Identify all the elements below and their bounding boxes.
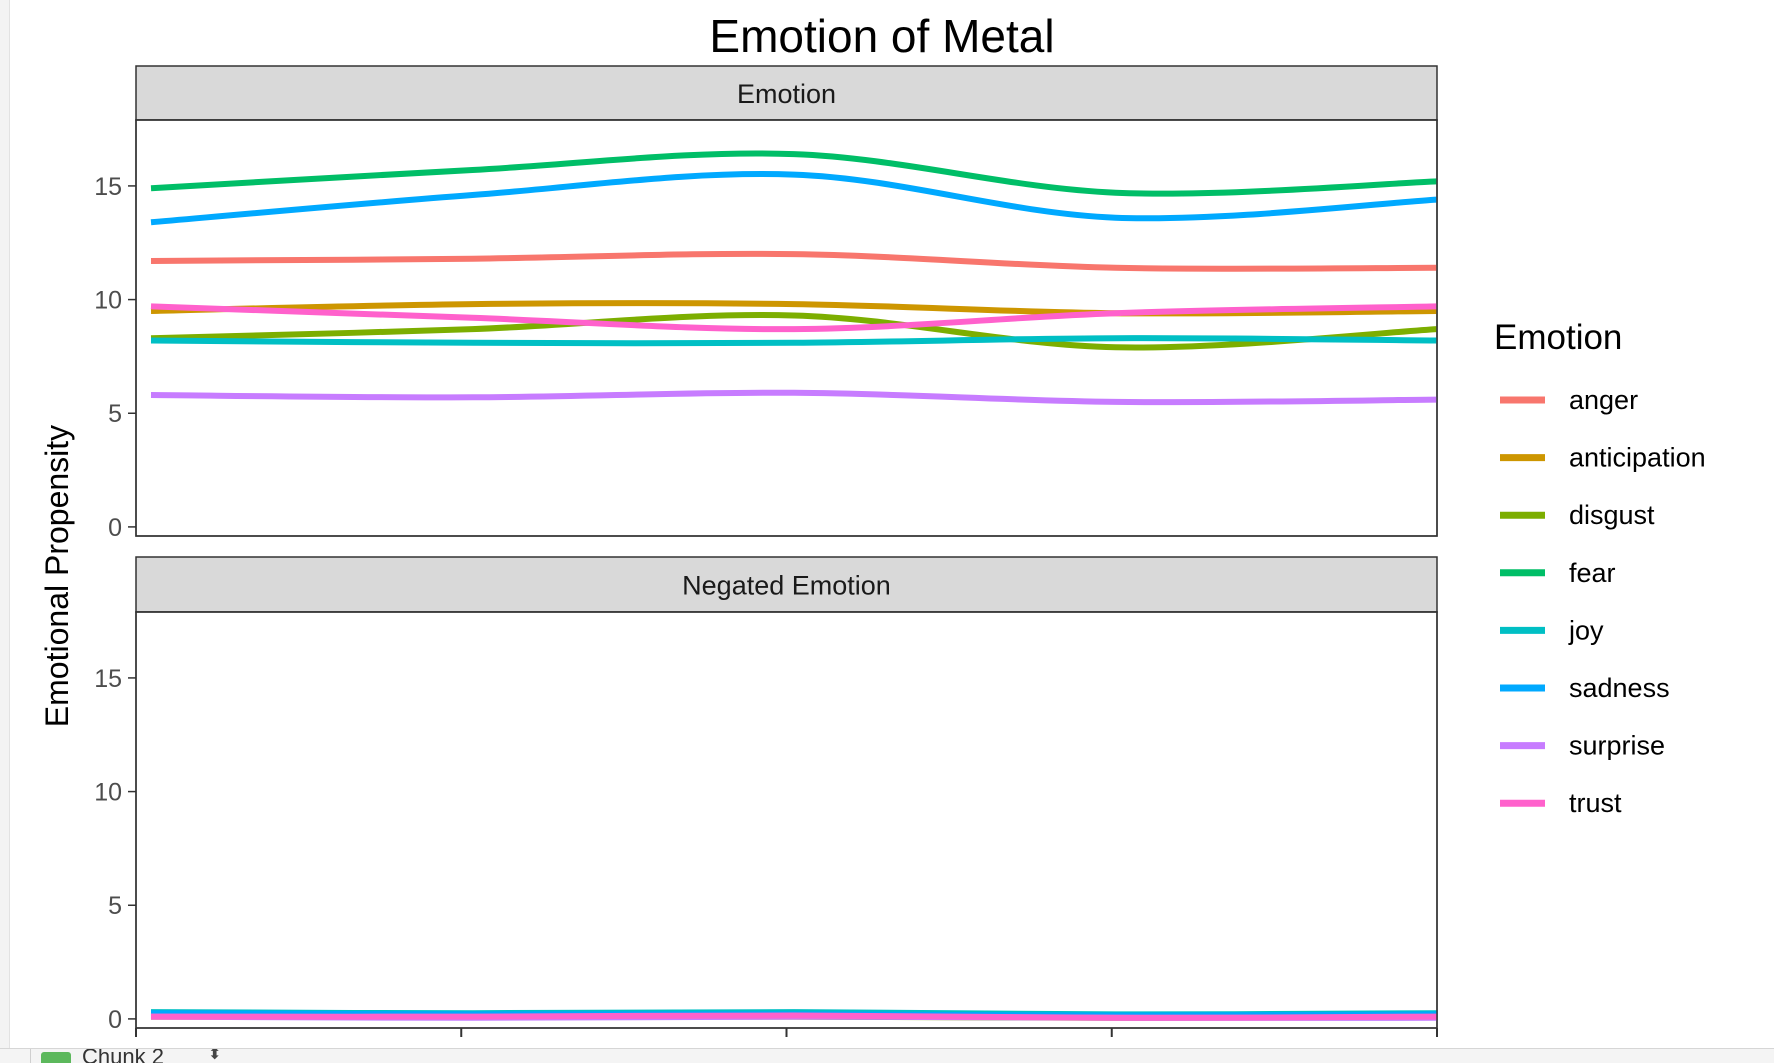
editor-status-bar: Chunk 2 ⬍ [0, 1048, 1774, 1063]
y-tick-label: 15 [94, 173, 122, 201]
y-tick-label: 10 [94, 287, 122, 315]
facet-strip-label: Emotion [737, 79, 836, 109]
y-tick-label: 15 [94, 665, 122, 693]
y-tick-label: 5 [108, 892, 122, 920]
chunk-label[interactable]: Chunk 2 [82, 1048, 164, 1063]
legend-label-trust: trust [1569, 788, 1622, 818]
series-line-trust [151, 1015, 1437, 1017]
y-axis-label: Emotional Propensity [39, 425, 75, 727]
legend-label-joy: joy [1568, 615, 1604, 645]
y-tick-label: 10 [94, 779, 122, 807]
legend-title: Emotion [1494, 318, 1622, 357]
y-tick-label: 0 [108, 1006, 122, 1034]
facet-strip-label: Negated Emotion [682, 571, 891, 601]
legend-label-fear: fear [1569, 558, 1616, 588]
y-tick-label: 5 [108, 400, 122, 428]
y-tick-label: 0 [108, 514, 122, 542]
chunk-icon[interactable] [41, 1052, 71, 1063]
status-separator [30, 1049, 31, 1063]
panel-emotion: Emotion 0 5 10 15 [94, 66, 1437, 542]
panel-border [136, 612, 1437, 1028]
legend: Emotion anger anticipation disgust fear joy sa… [1494, 318, 1706, 818]
legend-label-surprise: surprise [1569, 731, 1665, 761]
legend-label-anger: anger [1569, 385, 1638, 415]
panel-negated-emotion: Negated Emotion 0 5 10 15 [94, 557, 1437, 1034]
legend-label-anticipation: anticipation [1569, 443, 1706, 473]
chart-title: Emotion of Metal [709, 10, 1054, 62]
legend-label-sadness: sadness [1569, 673, 1670, 703]
legend-label-disgust: disgust [1569, 500, 1655, 530]
chunk-chevron-icon[interactable]: ⬍ [208, 1048, 221, 1063]
